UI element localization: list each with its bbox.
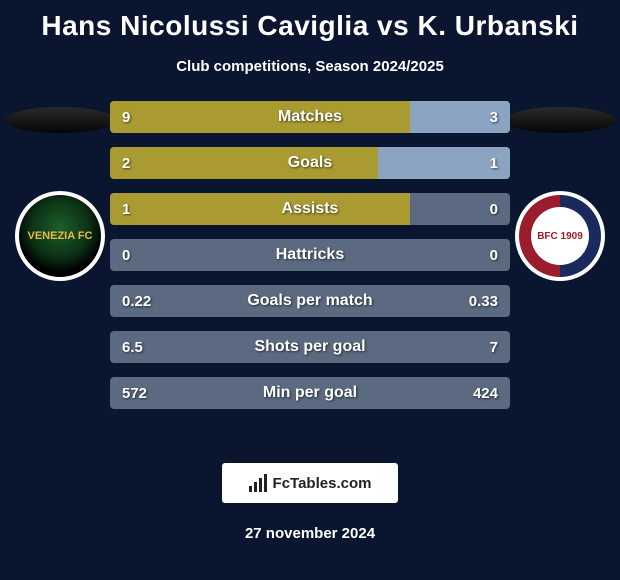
stat-row: 10Assists [110,193,510,225]
subtitle: Club competitions, Season 2024/2025 [0,58,620,75]
footer-date: 27 november 2024 [0,525,620,542]
team-crest-right [515,191,605,281]
bar-chart-icon [249,474,267,492]
stat-label: Min per goal [110,377,510,409]
brand-text: FcTables.com [273,475,372,492]
stat-label: Goals [110,147,510,179]
player-platform-right [505,107,615,133]
page-title: Hans Nicolussi Caviglia vs K. Urbanski [0,0,620,42]
stat-label: Matches [110,101,510,133]
brand-logo: FcTables.com [222,463,398,503]
stat-row: 00Hattricks [110,239,510,271]
stat-label: Shots per goal [110,331,510,363]
right-column [500,101,620,281]
stat-label: Hattricks [110,239,510,271]
stat-row: 0.220.33Goals per match [110,285,510,317]
comparison-content: VENEZIA FC 93Matches 21Goals 10Assists 00Ha… [0,101,620,441]
stats-container: 93Matches 21Goals 10Assists 00Hattricks 0.22… [110,101,510,423]
left-column: VENEZIA FC [0,101,120,281]
stat-row: 21Goals [110,147,510,179]
stat-label: Assists [110,193,510,225]
stat-row: 572424Min per goal [110,377,510,409]
stat-label: Goals per match [110,285,510,317]
player-platform-left [5,107,115,133]
stat-row: 6.57Shots per goal [110,331,510,363]
team-crest-left: VENEZIA FC [15,191,105,281]
stat-row: 93Matches [110,101,510,133]
